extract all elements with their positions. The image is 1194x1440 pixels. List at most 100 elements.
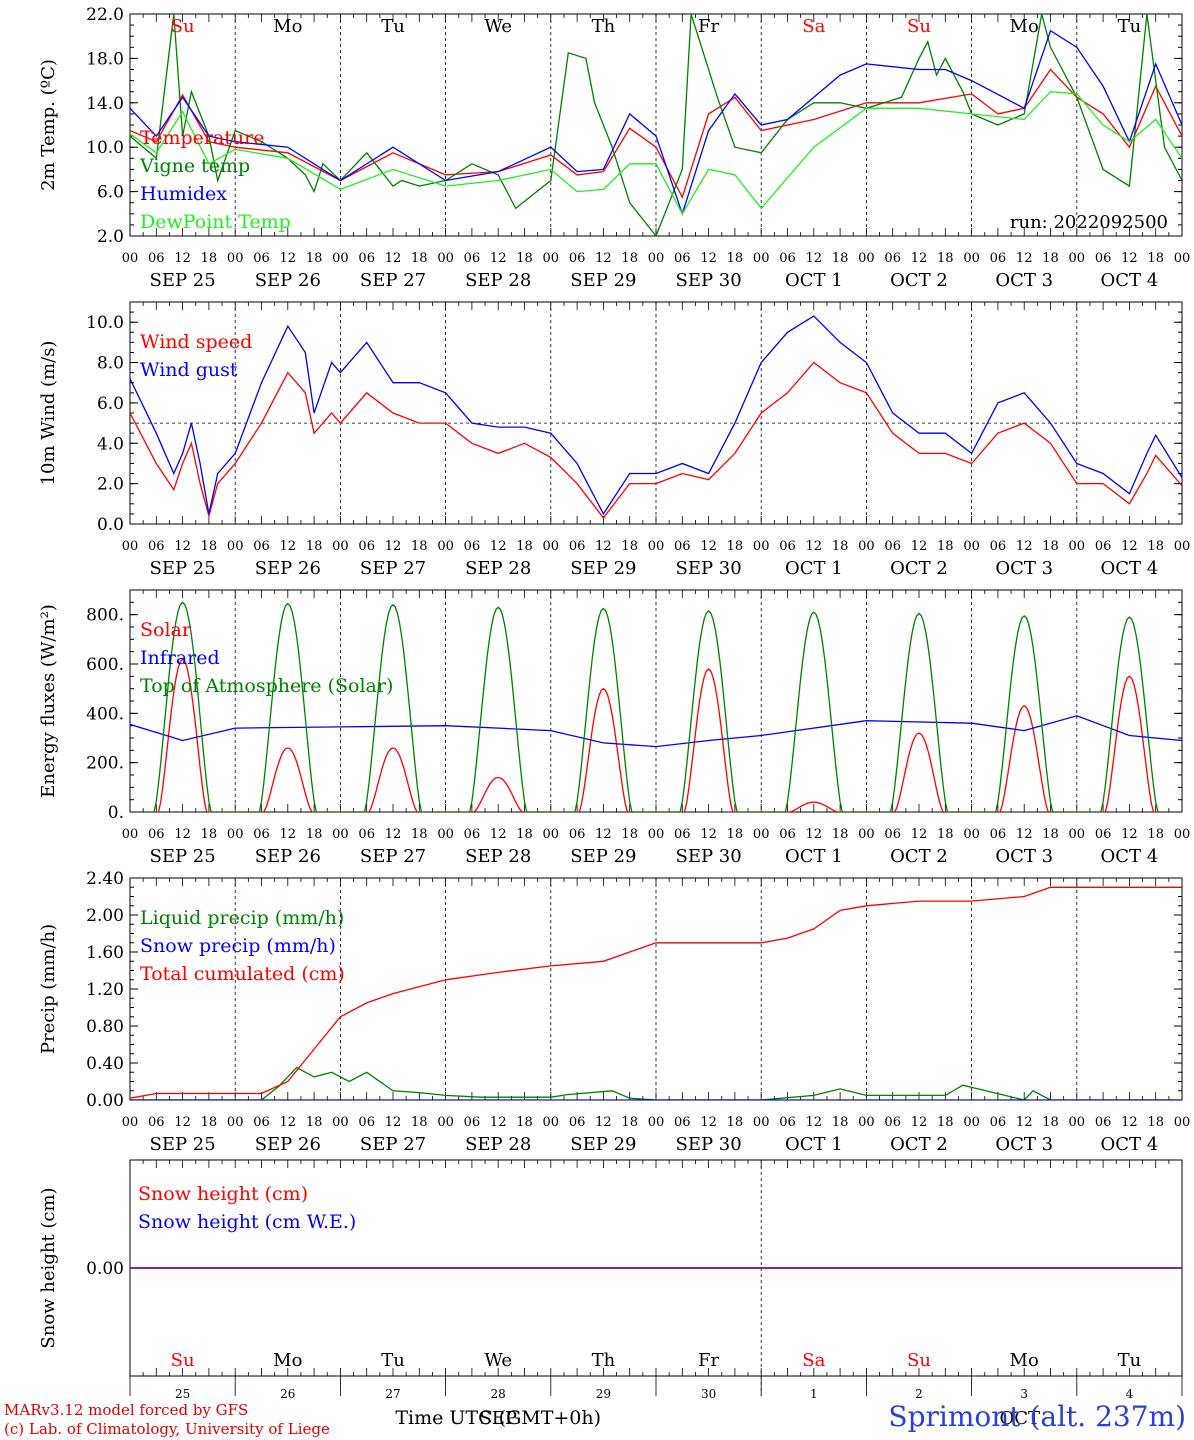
panel-5 bbox=[129, 1159, 1183, 1396]
hour-label: 06 bbox=[464, 827, 481, 842]
y-tick-label: 8.0 bbox=[97, 354, 124, 374]
hour-label: 00 bbox=[753, 539, 770, 554]
series-line bbox=[147, 658, 1165, 812]
hour-label: 12 bbox=[1121, 1115, 1138, 1130]
series-group bbox=[130, 601, 1182, 812]
hour-label: 00 bbox=[1069, 827, 1086, 842]
weekday-label: We bbox=[484, 16, 512, 37]
hour-label: 00 bbox=[1069, 251, 1086, 266]
hour-label: 06 bbox=[779, 539, 796, 554]
date-label: OCT 4 bbox=[1101, 846, 1159, 867]
legend-entry: Wind gust bbox=[140, 359, 238, 381]
date-label: OCT 2 bbox=[890, 846, 948, 867]
date-label: OCT 3 bbox=[995, 846, 1053, 867]
hour-label: 18 bbox=[727, 1115, 744, 1130]
legend-entry: Infrared bbox=[140, 647, 220, 669]
hour-label: 12 bbox=[174, 251, 191, 266]
hour-label: 06 bbox=[884, 827, 901, 842]
hour-label: 00 bbox=[648, 1115, 665, 1130]
hour-label: 00 bbox=[227, 827, 244, 842]
hour-label: 12 bbox=[595, 539, 612, 554]
hour-label: 18 bbox=[621, 1115, 638, 1130]
date-label: SEP 30 bbox=[675, 846, 741, 867]
bottom-weekday-label: Su bbox=[907, 1350, 931, 1371]
legend-entry: Total cumulated (cm) bbox=[140, 963, 345, 985]
hour-label: 00 bbox=[1069, 539, 1086, 554]
hour-label: 12 bbox=[280, 827, 297, 842]
hour-label: 00 bbox=[332, 1115, 349, 1130]
hour-label: 00 bbox=[227, 539, 244, 554]
hour-label: 18 bbox=[306, 251, 323, 266]
date-label: SEP 25 bbox=[149, 846, 215, 867]
hour-label: 00 bbox=[963, 539, 980, 554]
series-line bbox=[130, 1066, 1182, 1100]
date-label: SEP 27 bbox=[360, 558, 426, 579]
bottom-day-number: 26 bbox=[280, 1387, 295, 1401]
hour-label: 18 bbox=[937, 539, 954, 554]
hour-label: 18 bbox=[201, 539, 218, 554]
date-label: OCT 4 bbox=[1101, 558, 1159, 579]
y-tick-label: 14.0 bbox=[86, 94, 124, 114]
y-tick-label: 18.0 bbox=[86, 49, 124, 69]
hour-label: 18 bbox=[1147, 1115, 1164, 1130]
hour-label: 12 bbox=[806, 251, 823, 266]
y-axis-label: 10m Wind (m/s) bbox=[38, 341, 59, 486]
hour-label: 18 bbox=[727, 251, 744, 266]
bottom-weekday-label: Mo bbox=[273, 1350, 302, 1371]
hour-label: 00 bbox=[858, 539, 875, 554]
hour-label: 12 bbox=[806, 1115, 823, 1130]
legend-entry: Humidex bbox=[140, 183, 227, 205]
hour-label: 00 bbox=[332, 827, 349, 842]
y-tick-label: 1.20 bbox=[86, 980, 124, 1000]
hour-label: 12 bbox=[1121, 251, 1138, 266]
hour-label: 00 bbox=[858, 1115, 875, 1130]
hour-label: 18 bbox=[621, 827, 638, 842]
hour-label: 06 bbox=[358, 251, 375, 266]
bottom-day-number: 27 bbox=[385, 1387, 400, 1401]
date-label: SEP 29 bbox=[570, 558, 636, 579]
hour-label: 00 bbox=[543, 251, 560, 266]
series-line bbox=[130, 29, 1182, 216]
date-label: OCT 3 bbox=[995, 558, 1053, 579]
date-label: SEP 30 bbox=[675, 1134, 741, 1155]
hour-label: 06 bbox=[148, 251, 165, 266]
date-label: OCT 3 bbox=[995, 1134, 1053, 1155]
panel-3 bbox=[129, 589, 1183, 813]
hour-label: 06 bbox=[569, 539, 586, 554]
hour-label: 00 bbox=[543, 827, 560, 842]
hour-label: 12 bbox=[280, 539, 297, 554]
hour-label: 12 bbox=[280, 1115, 297, 1130]
hour-label: 06 bbox=[1095, 1115, 1112, 1130]
hour-label: 12 bbox=[1121, 539, 1138, 554]
y-tick-label: 6.0 bbox=[97, 394, 124, 414]
hour-label: 12 bbox=[1121, 827, 1138, 842]
legend-entry: Snow height (cm W.E.) bbox=[138, 1211, 356, 1233]
hour-label: 06 bbox=[253, 827, 270, 842]
hour-label: 06 bbox=[253, 1115, 270, 1130]
y-tick-label: 1.60 bbox=[86, 943, 124, 963]
hour-label: 00 bbox=[1174, 827, 1191, 842]
hour-label: 12 bbox=[700, 827, 717, 842]
hour-label: 12 bbox=[911, 1115, 928, 1130]
hour-label: 06 bbox=[148, 1115, 165, 1130]
date-label: SEP 26 bbox=[255, 270, 321, 291]
hour-label: 00 bbox=[437, 1115, 454, 1130]
hour-label: 12 bbox=[700, 1115, 717, 1130]
date-label: SEP 30 bbox=[675, 558, 741, 579]
hour-label: 00 bbox=[963, 1115, 980, 1130]
legend-entry: DewPoint Temp bbox=[140, 211, 291, 233]
series-group bbox=[130, 886, 1182, 1100]
hour-label: 00 bbox=[122, 827, 139, 842]
model-credit: MARv3.12 model forced by GFS bbox=[4, 1401, 249, 1419]
date-label: SEP 29 bbox=[570, 846, 636, 867]
hour-label: 06 bbox=[358, 1115, 375, 1130]
hour-label: 12 bbox=[1016, 539, 1033, 554]
bottom-weekday-label: Mo bbox=[1010, 1350, 1039, 1371]
hour-label: 00 bbox=[332, 251, 349, 266]
date-label: SEP 26 bbox=[255, 1134, 321, 1155]
y-tick-label: 0.40 bbox=[86, 1054, 124, 1074]
hour-label: 00 bbox=[858, 251, 875, 266]
hour-label: 06 bbox=[674, 1115, 691, 1130]
y-tick-label: 200. bbox=[86, 754, 124, 774]
legend-entry: Snow precip (mm/h) bbox=[140, 935, 336, 957]
